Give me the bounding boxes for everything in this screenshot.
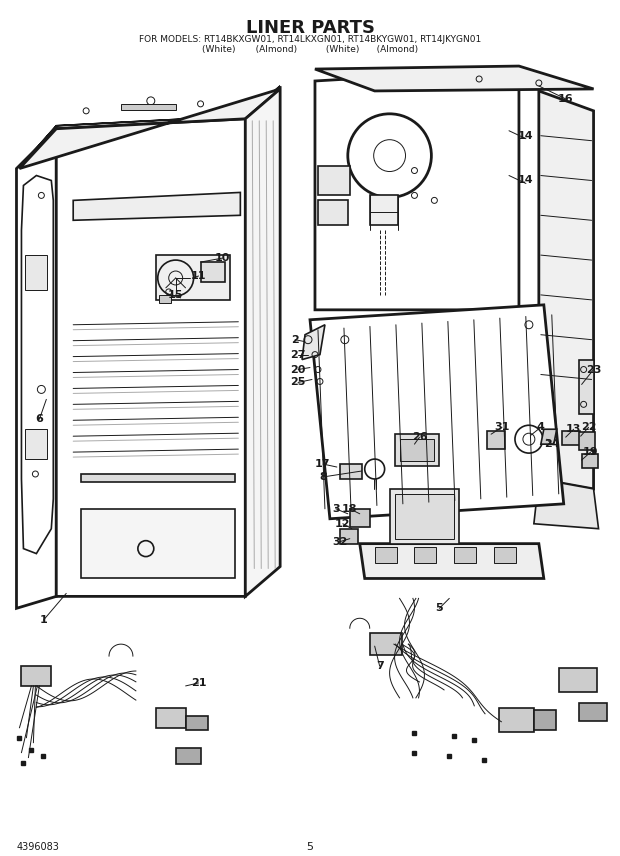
Text: 1: 1 [40, 615, 47, 625]
Text: 23: 23 [586, 365, 601, 375]
Text: 20: 20 [290, 365, 306, 375]
Bar [582, 454, 598, 468]
Text: 32: 32 [332, 537, 348, 547]
Text: 5: 5 [435, 603, 443, 613]
Text: 5: 5 [306, 842, 314, 852]
Bar [559, 668, 596, 692]
Text: 4: 4 [537, 422, 545, 432]
Bar [370, 195, 397, 225]
Bar [454, 547, 476, 562]
Text: 14: 14 [518, 175, 534, 186]
Polygon shape [534, 479, 598, 529]
Text: 14: 14 [518, 131, 534, 140]
Text: 31: 31 [494, 422, 510, 432]
Text: 17: 17 [315, 459, 330, 469]
Text: 16: 16 [558, 94, 574, 104]
Bar [370, 633, 402, 655]
Bar [415, 547, 436, 562]
Polygon shape [246, 89, 280, 597]
Bar [25, 429, 47, 459]
Text: 4396083: 4396083 [17, 842, 60, 852]
Bar [185, 716, 208, 729]
Text: 21: 21 [191, 678, 206, 688]
Bar [534, 710, 556, 729]
Bar [578, 432, 595, 450]
Polygon shape [315, 66, 593, 91]
Text: 11: 11 [191, 271, 206, 281]
Text: (White)       (Almond)          (White)      (Almond): (White) (Almond) (White) (Almond) [202, 45, 418, 54]
Bar [156, 708, 185, 728]
Bar [318, 165, 350, 195]
Bar [494, 547, 516, 562]
Bar [81, 508, 236, 579]
Text: FOR MODELS: RT14BKXGW01, RT14LKXGN01, RT14BKYGW01, RT14JKYGN01: FOR MODELS: RT14BKXGW01, RT14LKXGN01, RT… [139, 35, 481, 45]
Text: 27: 27 [290, 349, 306, 360]
Polygon shape [302, 324, 325, 360]
Text: 26: 26 [412, 432, 427, 443]
Bar [340, 464, 361, 479]
Text: 25: 25 [290, 377, 306, 388]
Bar [399, 439, 435, 461]
Polygon shape [360, 544, 544, 579]
Bar [374, 547, 397, 562]
Bar [156, 255, 231, 300]
Bar [22, 666, 51, 686]
Text: 22: 22 [581, 422, 596, 432]
Text: 10: 10 [215, 253, 230, 263]
Bar [159, 295, 170, 303]
Text: 3: 3 [332, 504, 340, 514]
Polygon shape [73, 193, 241, 220]
Text: 24: 24 [544, 439, 560, 449]
Text: 19: 19 [583, 447, 598, 457]
Bar [394, 494, 454, 538]
Text: 13: 13 [566, 425, 582, 434]
Bar [487, 431, 505, 449]
Bar [394, 434, 440, 466]
Text: 2: 2 [291, 335, 299, 345]
Polygon shape [56, 119, 246, 597]
Bar [81, 474, 236, 482]
Bar [175, 747, 200, 764]
Bar [200, 262, 226, 282]
Bar [578, 360, 593, 414]
Bar [25, 255, 47, 290]
Polygon shape [315, 69, 519, 310]
Text: 12: 12 [335, 519, 350, 529]
Bar [499, 708, 534, 732]
Bar [121, 104, 175, 110]
Polygon shape [17, 128, 56, 609]
Polygon shape [19, 89, 280, 169]
Text: LINER PARTS: LINER PARTS [246, 20, 374, 38]
Text: 7: 7 [376, 661, 384, 671]
Bar [578, 703, 606, 721]
Text: 6: 6 [35, 414, 43, 425]
Polygon shape [539, 91, 593, 489]
Bar [562, 431, 580, 445]
Text: 8: 8 [319, 472, 327, 482]
Text: 18: 18 [342, 504, 358, 514]
Bar [389, 489, 459, 544]
Text: 15: 15 [168, 290, 184, 300]
Bar [340, 529, 358, 544]
Polygon shape [310, 305, 564, 519]
Bar [350, 508, 370, 526]
Bar [318, 200, 348, 225]
Polygon shape [541, 429, 557, 444]
